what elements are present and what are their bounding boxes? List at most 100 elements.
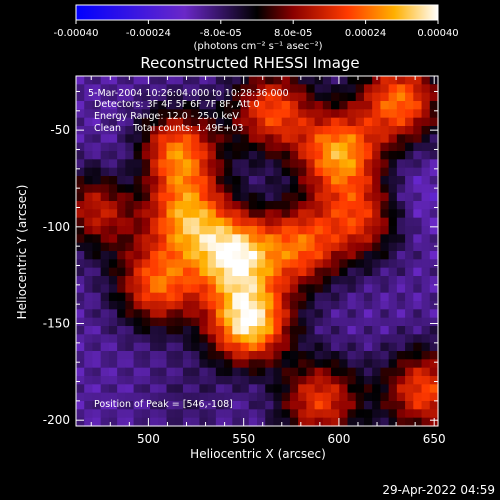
heatmap-cell	[363, 317, 373, 327]
heatmap-cell	[421, 384, 431, 394]
heatmap-cell	[174, 267, 184, 277]
heatmap-cell	[199, 92, 209, 102]
heatmap-cell	[396, 242, 406, 252]
heatmap-cell	[224, 301, 233, 310]
heatmap-cell	[84, 151, 94, 160]
heatmap-cell	[331, 409, 340, 419]
heatmap-cell	[207, 151, 217, 160]
heatmap-cell	[355, 359, 365, 369]
heatmap-cell	[265, 284, 275, 294]
heatmap-cell	[92, 409, 102, 419]
heatmap-cell	[396, 367, 406, 377]
heatmap-cell	[265, 351, 275, 360]
heatmap-cell	[306, 409, 316, 419]
heatmap-cell	[141, 92, 151, 102]
heatmap-cell	[265, 326, 275, 335]
heatmap-cell	[248, 209, 258, 219]
heatmap-cell	[331, 184, 340, 194]
heatmap-cell	[207, 242, 217, 252]
heatmap-cell	[158, 226, 168, 235]
heatmap-cell	[281, 126, 291, 135]
heatmap-cell	[191, 184, 201, 194]
heatmap-cell	[388, 134, 398, 144]
heatmap-cell	[380, 151, 390, 160]
heatmap-cell	[306, 317, 316, 327]
heatmap-cell	[388, 201, 398, 210]
heatmap-cell	[92, 234, 102, 244]
heatmap-cell	[298, 417, 307, 427]
heatmap-cell	[306, 184, 316, 194]
heatmap-cell	[273, 342, 283, 352]
heatmap-cell	[265, 401, 275, 410]
heatmap-cell	[76, 176, 85, 185]
heatmap-cell	[191, 209, 201, 219]
heatmap-cell	[207, 351, 217, 360]
heatmap-cell	[117, 351, 126, 360]
heatmap-cell	[108, 234, 118, 244]
heatmap-cell	[347, 292, 357, 302]
heatmap-cell	[363, 401, 373, 410]
heatmap-cell	[248, 134, 258, 144]
heatmap-cell	[396, 317, 406, 327]
heatmap-cell	[388, 192, 398, 202]
heatmap-cell	[199, 401, 209, 410]
heatmap-cell	[298, 151, 307, 160]
heatmap-cell	[388, 276, 398, 285]
heatmap-cell	[248, 317, 258, 327]
heatmap-cell	[215, 126, 225, 135]
heatmap-cell	[117, 376, 126, 385]
heatmap-cell	[207, 126, 217, 135]
heatmap-cell	[339, 351, 349, 360]
heatmap-cell	[248, 117, 258, 127]
heatmap-cell	[405, 392, 414, 402]
heatmap-cell	[405, 251, 414, 260]
heatmap-cell	[248, 167, 258, 177]
heatmap-cell	[150, 251, 159, 260]
heatmap-cell	[76, 201, 85, 210]
heatmap-cell	[355, 367, 365, 377]
heatmap-cell	[215, 284, 225, 294]
heatmap-cell	[125, 92, 135, 102]
heatmap-cell	[141, 276, 151, 285]
heatmap-cell	[141, 151, 151, 160]
heatmap-cell	[141, 351, 151, 360]
heatmap-cell	[306, 84, 316, 94]
heatmap-cell	[265, 267, 275, 277]
heatmap-cell	[240, 184, 250, 194]
heatmap-cell	[100, 401, 110, 410]
heatmap-cell	[298, 242, 307, 252]
heatmap-cell	[347, 151, 357, 160]
heatmap-cell	[174, 176, 184, 185]
chart-title: Reconstructed RHESSI Image	[140, 54, 359, 72]
heatmap-cell	[298, 359, 307, 369]
heatmap-cell	[405, 267, 414, 277]
heatmap-cell	[191, 384, 201, 394]
heatmap-cell	[199, 351, 209, 360]
heatmap-cell	[429, 176, 439, 185]
heatmap-cell	[429, 392, 439, 402]
heatmap-cell	[215, 209, 225, 219]
heatmap-cell	[84, 292, 94, 302]
heatmap-cell	[125, 242, 135, 252]
heatmap-cell	[199, 184, 209, 194]
heatmap-cell	[125, 359, 135, 369]
heatmap-cell	[314, 326, 324, 335]
heatmap-cell	[133, 209, 143, 219]
heatmap-cell	[100, 359, 110, 369]
heatmap-cell	[158, 376, 168, 385]
heatmap-cell	[207, 292, 217, 302]
heatmap-cell	[215, 334, 225, 344]
heatmap-cell	[133, 309, 143, 319]
heatmap-cell	[224, 167, 233, 177]
heatmap-cell	[248, 217, 258, 227]
heatmap-cell	[331, 201, 340, 210]
heatmap-cell	[306, 292, 316, 302]
heatmap-cell	[207, 217, 217, 227]
heatmap-cell	[240, 84, 250, 94]
heatmap-cell	[125, 384, 135, 394]
heatmap-cell	[117, 84, 126, 94]
heatmap-cell	[363, 301, 373, 310]
heatmap-cell	[232, 159, 242, 169]
heatmap-cell	[199, 251, 209, 260]
heatmap-cell	[141, 242, 151, 252]
